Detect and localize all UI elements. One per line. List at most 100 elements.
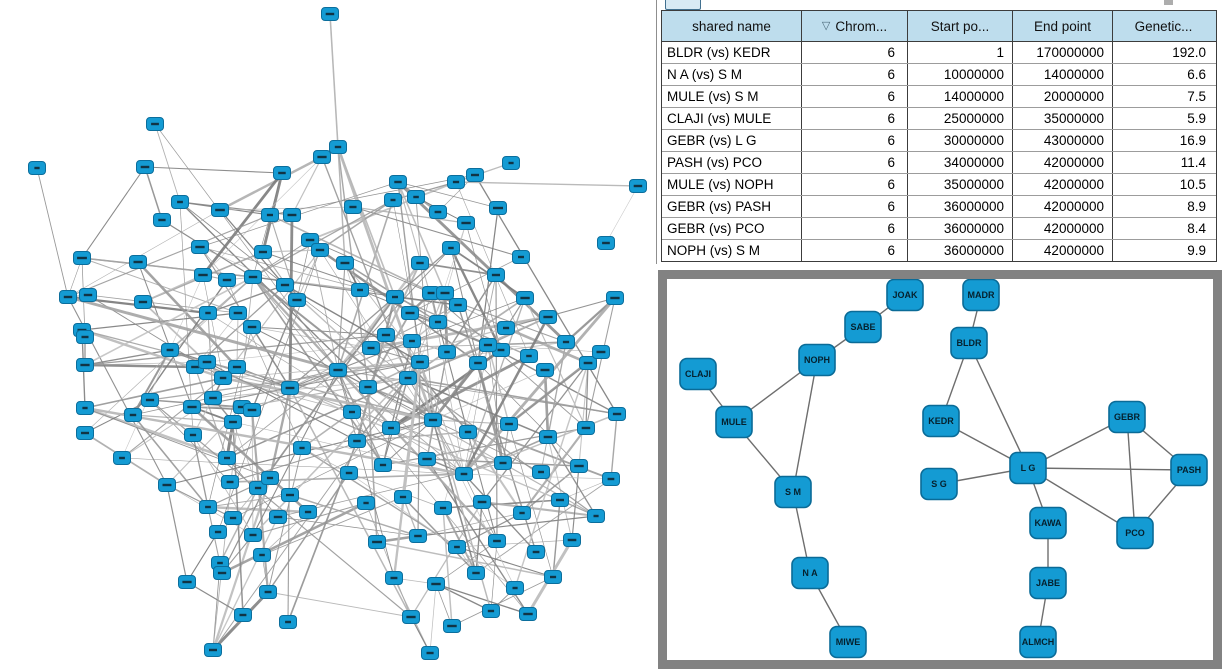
column-header-sharedname[interactable]: shared name <box>662 11 802 41</box>
subnetwork-node-mule[interactable]: MULE <box>715 405 753 439</box>
column-header-startpo[interactable]: Start po... <box>908 11 1013 41</box>
table-row[interactable]: GEBR (vs) PASH 6 36000000 42000000 8.9 <box>662 196 1216 218</box>
graph-node[interactable] <box>512 250 530 264</box>
graph-node[interactable] <box>457 216 475 230</box>
graph-node[interactable] <box>402 610 420 624</box>
column-header-genetic[interactable]: Genetic... <box>1113 11 1214 41</box>
graph-node[interactable] <box>497 321 515 335</box>
graph-node[interactable] <box>418 452 436 466</box>
subnetwork-node-noph[interactable]: NOPH <box>798 343 836 377</box>
graph-node[interactable] <box>351 283 369 297</box>
graph-node[interactable] <box>487 268 505 282</box>
graph-node[interactable] <box>129 255 147 269</box>
graph-node[interactable] <box>313 150 331 164</box>
graph-node[interactable] <box>447 175 465 189</box>
graph-node[interactable] <box>158 478 176 492</box>
graph-node[interactable] <box>436 286 454 300</box>
graph-node[interactable] <box>198 355 216 369</box>
graph-node[interactable] <box>557 335 575 349</box>
graph-node[interactable] <box>76 330 94 344</box>
subnetwork-node-kedr[interactable]: KEDR <box>922 404 960 438</box>
subnetwork-node-miwe[interactable]: MIWE <box>829 625 867 659</box>
graph-node[interactable] <box>527 545 545 559</box>
graph-node[interactable] <box>209 525 227 539</box>
graph-node[interactable] <box>279 615 297 629</box>
subnetwork-node-lg[interactable]: L G <box>1009 451 1047 485</box>
graph-node[interactable] <box>254 245 272 259</box>
graph-node[interactable] <box>194 268 212 282</box>
graph-node[interactable] <box>134 295 152 309</box>
subnetwork-node-jabe[interactable]: JABE <box>1029 566 1067 600</box>
graph-node[interactable] <box>403 334 421 348</box>
graph-node[interactable] <box>59 290 77 304</box>
graph-node[interactable] <box>455 467 473 481</box>
subnetwork-node-kawa[interactable]: KAWA <box>1029 506 1067 540</box>
graph-node[interactable] <box>506 581 524 595</box>
graph-node[interactable] <box>329 363 347 377</box>
graph-node[interactable] <box>244 270 262 284</box>
graph-node[interactable] <box>261 208 279 222</box>
column-header-endpoint[interactable]: End point <box>1013 11 1113 41</box>
subnetwork-node-sm[interactable]: S M <box>774 475 812 509</box>
subnetwork-edge[interactable] <box>1126 416 1136 534</box>
table-row[interactable]: BLDR (vs) KEDR 6 1 170000000 192.0 <box>662 42 1216 64</box>
table-row[interactable]: CLAJI (vs) MULE 6 25000000 35000000 5.9 <box>662 108 1216 130</box>
graph-node[interactable] <box>597 236 615 250</box>
graph-node[interactable] <box>249 481 267 495</box>
graph-node[interactable] <box>421 646 439 660</box>
graph-node[interactable] <box>449 298 467 312</box>
graph-node[interactable] <box>438 345 456 359</box>
graph-node[interactable] <box>606 291 624 305</box>
graph-node[interactable] <box>494 456 512 470</box>
graph-node[interactable] <box>76 358 94 372</box>
table-row[interactable]: MULE (vs) S M 6 14000000 20000000 7.5 <box>662 86 1216 108</box>
graph-node[interactable] <box>329 140 347 154</box>
graph-node[interactable] <box>516 291 534 305</box>
graph-node[interactable] <box>311 243 329 257</box>
graph-node[interactable] <box>482 604 500 618</box>
full-network-canvas[interactable] <box>0 0 656 669</box>
subnetwork-node-madr[interactable]: MADR <box>962 279 1000 312</box>
graph-node[interactable] <box>368 535 386 549</box>
graph-node[interactable] <box>229 306 247 320</box>
subnetwork-edge[interactable] <box>792 359 818 493</box>
subnetwork-node-joak[interactable]: JOAK <box>886 279 924 312</box>
graph-node[interactable] <box>281 381 299 395</box>
graph-node[interactable] <box>204 391 222 405</box>
subnetwork-node-almch[interactable]: ALMCH <box>1019 625 1057 659</box>
graph-node[interactable] <box>551 493 569 507</box>
graph-node[interactable] <box>519 607 537 621</box>
graph-node[interactable] <box>411 256 429 270</box>
graph-node[interactable] <box>488 534 506 548</box>
graph-node[interactable] <box>502 156 520 170</box>
graph-node[interactable] <box>343 405 361 419</box>
graph-node[interactable] <box>513 506 531 520</box>
subnetwork-node-sabe[interactable]: SABE <box>844 310 882 344</box>
graph-node[interactable] <box>221 475 239 489</box>
graph-node[interactable] <box>401 306 419 320</box>
graph-node[interactable] <box>243 403 261 417</box>
graph-node[interactable] <box>161 343 179 357</box>
graph-node[interactable] <box>579 356 597 370</box>
graph-node[interactable] <box>79 288 97 302</box>
table-row[interactable]: GEBR (vs) PCO 6 36000000 42000000 8.4 <box>662 218 1216 240</box>
graph-node[interactable] <box>466 168 484 182</box>
graph-node[interactable] <box>344 200 362 214</box>
scrollbar-stub[interactable] <box>1164 0 1173 5</box>
graph-node[interactable] <box>544 570 562 584</box>
graph-node[interactable] <box>385 571 403 585</box>
graph-node[interactable] <box>427 577 445 591</box>
graph-node[interactable] <box>394 490 412 504</box>
graph-node[interactable] <box>374 458 392 472</box>
graph-node[interactable] <box>570 459 588 473</box>
graph-node[interactable] <box>479 338 497 352</box>
graph-node[interactable] <box>340 466 358 480</box>
table-row[interactable]: NOPH (vs) S M 6 36000000 42000000 9.9 <box>662 240 1216 261</box>
graph-node[interactable] <box>602 472 620 486</box>
subnetwork-node-claji[interactable]: CLAJI <box>679 357 717 391</box>
graph-node[interactable] <box>377 328 395 342</box>
graph-node[interactable] <box>424 413 442 427</box>
graph-node[interactable] <box>473 495 491 509</box>
graph-node[interactable] <box>362 341 380 355</box>
graph-node[interactable] <box>276 278 294 292</box>
